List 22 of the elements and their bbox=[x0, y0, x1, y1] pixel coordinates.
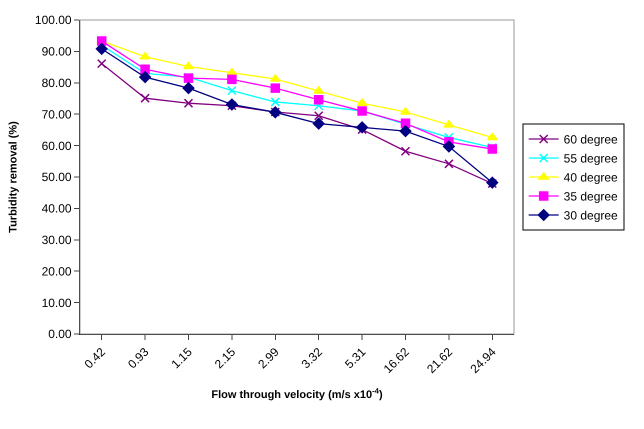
x-tick-label: 0.42 bbox=[82, 344, 108, 372]
y-tick-label: 60.00 bbox=[42, 138, 72, 153]
y-tick-label: 100.00 bbox=[34, 13, 72, 28]
y-tick-label: 70.00 bbox=[42, 107, 72, 122]
x-tick-label: 0.93 bbox=[125, 344, 152, 372]
legend-label: 60 degree bbox=[564, 132, 618, 147]
x-tick-label: 5.31 bbox=[342, 344, 369, 372]
y-tick-label: 30.00 bbox=[42, 233, 72, 247]
y-tick-label: 80.00 bbox=[42, 76, 72, 90]
x-axis-title: Flow through velocity (m/s x10$^{-4}$) bbox=[211, 386, 383, 402]
y-tick-label: 20.00 bbox=[42, 264, 72, 278]
x-tick-label: 3.32 bbox=[298, 344, 326, 372]
legend-label: 30 degree bbox=[564, 208, 618, 223]
legend-label: 55 degree bbox=[564, 152, 618, 166]
y-axis-title: Turbidity removal (%) bbox=[8, 120, 20, 233]
y-tick-label: 0.00 bbox=[48, 327, 72, 342]
y-tick-label: 50.00 bbox=[42, 170, 72, 184]
legend-label: 35 degree bbox=[564, 190, 618, 204]
y-tick-label: 90.00 bbox=[42, 44, 72, 59]
legend-label: 40 degree bbox=[564, 170, 618, 185]
y-tick-label: 10.00 bbox=[42, 296, 72, 310]
y-tick-label: 40.00 bbox=[42, 202, 72, 216]
